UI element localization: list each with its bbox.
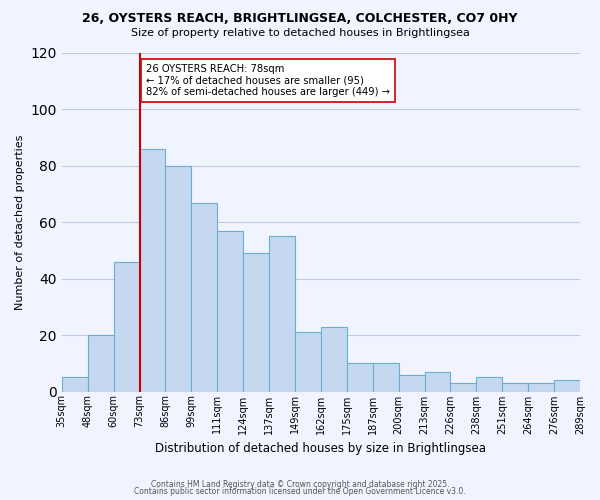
Bar <box>554 380 580 392</box>
Bar <box>243 254 269 392</box>
Bar <box>528 383 554 392</box>
Bar <box>217 230 243 392</box>
Bar <box>88 335 113 392</box>
Bar <box>321 326 347 392</box>
Text: 26 OYSTERS REACH: 78sqm
← 17% of detached houses are smaller (95)
82% of semi-de: 26 OYSTERS REACH: 78sqm ← 17% of detache… <box>146 64 389 98</box>
Text: Size of property relative to detached houses in Brightlingsea: Size of property relative to detached ho… <box>131 28 469 38</box>
Bar <box>398 374 425 392</box>
Bar <box>140 149 166 392</box>
Bar <box>373 364 398 392</box>
X-axis label: Distribution of detached houses by size in Brightlingsea: Distribution of detached houses by size … <box>155 442 487 455</box>
Text: Contains HM Land Registry data © Crown copyright and database right 2025.: Contains HM Land Registry data © Crown c… <box>151 480 449 489</box>
Y-axis label: Number of detached properties: Number of detached properties <box>15 134 25 310</box>
Bar <box>62 378 88 392</box>
Bar <box>269 236 295 392</box>
Bar <box>295 332 321 392</box>
Bar <box>451 383 476 392</box>
Bar <box>113 262 140 392</box>
Bar <box>502 383 528 392</box>
Bar <box>476 378 502 392</box>
Bar <box>425 372 451 392</box>
Bar <box>166 166 191 392</box>
Bar <box>191 202 217 392</box>
Text: Contains public sector information licensed under the Open Government Licence v3: Contains public sector information licen… <box>134 488 466 496</box>
Bar <box>347 364 373 392</box>
Text: 26, OYSTERS REACH, BRIGHTLINGSEA, COLCHESTER, CO7 0HY: 26, OYSTERS REACH, BRIGHTLINGSEA, COLCHE… <box>82 12 518 26</box>
